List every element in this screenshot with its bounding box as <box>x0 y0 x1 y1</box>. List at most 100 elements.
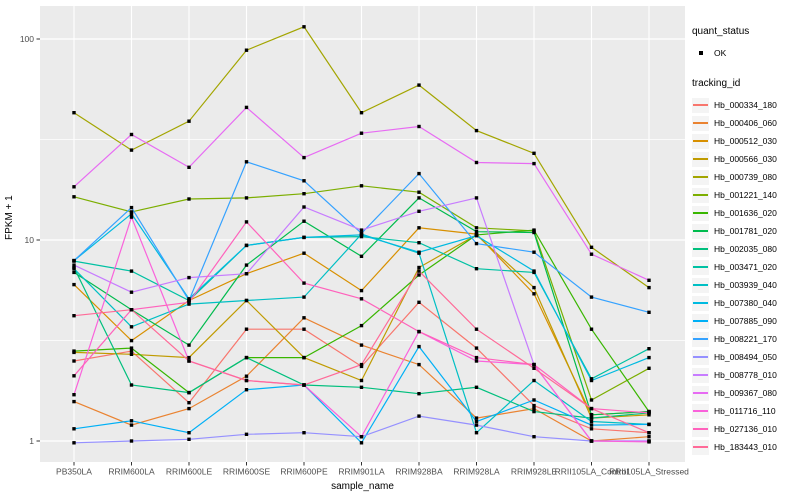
data-point <box>129 383 134 387</box>
data-point <box>359 288 364 293</box>
data-point <box>474 419 479 424</box>
legend-label: Hb_008221_170 <box>714 334 777 344</box>
data-point <box>474 359 479 363</box>
data-point <box>532 230 536 235</box>
data-point <box>302 155 306 160</box>
legend-entry-Hb_007885_090: Hb_007885_090 <box>692 312 798 330</box>
legend-line-icon <box>693 248 708 250</box>
legend-label: Hb_007380_040 <box>714 298 777 308</box>
x-tick-label: RRII105LA_Stressed <box>609 467 689 477</box>
data-point <box>532 285 536 290</box>
data-point <box>532 250 536 254</box>
legend-label: Hb_003471_020 <box>714 262 777 272</box>
data-point <box>244 272 249 276</box>
data-point <box>187 197 191 201</box>
data-point <box>244 374 249 378</box>
data-point <box>474 416 479 420</box>
data-point <box>474 431 479 435</box>
data-point <box>129 352 134 356</box>
legend-entry-Hb_007380_040: Hb_007380_040 <box>692 294 798 312</box>
data-point <box>474 160 479 165</box>
legend-key-color-swatch <box>692 133 709 149</box>
legend-entry-Hb_003939_040: Hb_003939_040 <box>692 276 798 294</box>
legend-key-color-swatch <box>692 331 709 347</box>
legend-line-icon <box>693 266 708 268</box>
data-point <box>72 399 76 404</box>
data-point <box>359 231 364 235</box>
legend-key-color-swatch <box>692 349 709 365</box>
legend-line-icon <box>693 212 708 214</box>
data-point <box>417 209 421 213</box>
legend-key-color-swatch <box>692 97 709 113</box>
data-point <box>647 278 651 282</box>
data-point <box>417 273 421 277</box>
data-point <box>129 215 134 219</box>
data-point <box>187 165 191 169</box>
data-point <box>187 390 191 395</box>
data-point <box>302 251 306 255</box>
legend-entry-Hb_027136_010: Hb_027136_010 <box>692 420 798 438</box>
legend-line-icon <box>693 194 708 196</box>
legend-label: Hb_183443_010 <box>714 442 777 452</box>
data-point <box>187 275 191 280</box>
x-axis-title: sample_name <box>331 481 394 492</box>
y-tick-label: 100 <box>20 34 34 44</box>
data-point <box>187 406 191 411</box>
data-point <box>72 195 76 199</box>
data-point <box>359 364 364 369</box>
data-point <box>417 196 421 200</box>
legend-key-color-swatch <box>692 295 709 311</box>
data-point <box>302 327 306 331</box>
data-point <box>647 411 651 415</box>
data-point <box>359 343 364 347</box>
axes: 1 10 100 PB350LA RRIM600LA RRIM600LE RRIM600SE… <box>20 34 689 477</box>
y-tick-label: 1 <box>29 436 34 446</box>
legend-line-icon <box>693 446 708 448</box>
data-point <box>359 111 364 115</box>
data-point <box>532 378 536 383</box>
legend-label: Hb_027136_010 <box>714 424 777 434</box>
data-point <box>72 282 76 287</box>
data-point <box>532 435 536 439</box>
data-point <box>589 327 594 331</box>
legend-line-icon <box>693 428 708 430</box>
data-point <box>129 210 134 214</box>
data-point <box>302 281 306 285</box>
data-point <box>244 432 249 436</box>
data-point <box>129 308 134 312</box>
legend-key-color-swatch <box>692 403 709 419</box>
legend-line-icon <box>693 374 708 376</box>
x-tick-label: RRIM928LE <box>511 467 558 477</box>
y-axis-title: FPKM + 1 <box>4 195 15 240</box>
data-point <box>417 300 421 304</box>
data-point <box>244 327 249 331</box>
data-point <box>532 362 536 367</box>
legend-line-icon <box>693 320 708 322</box>
data-point <box>359 441 364 445</box>
data-point <box>244 105 249 110</box>
legend-label: Hb_000739_080 <box>714 172 777 182</box>
legend-line-icon <box>693 158 708 160</box>
data-point <box>532 292 536 296</box>
legend-label: Hb_007885_090 <box>714 316 777 326</box>
legend-label: Hb_000566_030 <box>714 154 777 164</box>
data-point <box>187 431 191 435</box>
legend-entry-Hb_002035_080: Hb_002035_080 <box>692 240 798 258</box>
legend-key-color-swatch <box>692 385 709 401</box>
data-point <box>129 439 134 443</box>
legend-entry-Hb_000566_030: Hb_000566_030 <box>692 150 798 168</box>
legend-label: Hb_002035_080 <box>714 244 777 254</box>
data-point <box>187 298 191 303</box>
data-point <box>647 431 651 435</box>
data-point <box>359 385 364 389</box>
data-point <box>302 219 306 223</box>
data-point <box>72 267 76 271</box>
data-point <box>302 295 306 299</box>
legend-title-tracking-id: tracking_id <box>692 78 741 89</box>
legend-line-icon <box>693 356 708 358</box>
data-point <box>647 347 651 351</box>
data-point <box>359 323 364 328</box>
data-point <box>417 124 421 129</box>
data-point <box>244 355 249 360</box>
data-point <box>417 83 421 87</box>
